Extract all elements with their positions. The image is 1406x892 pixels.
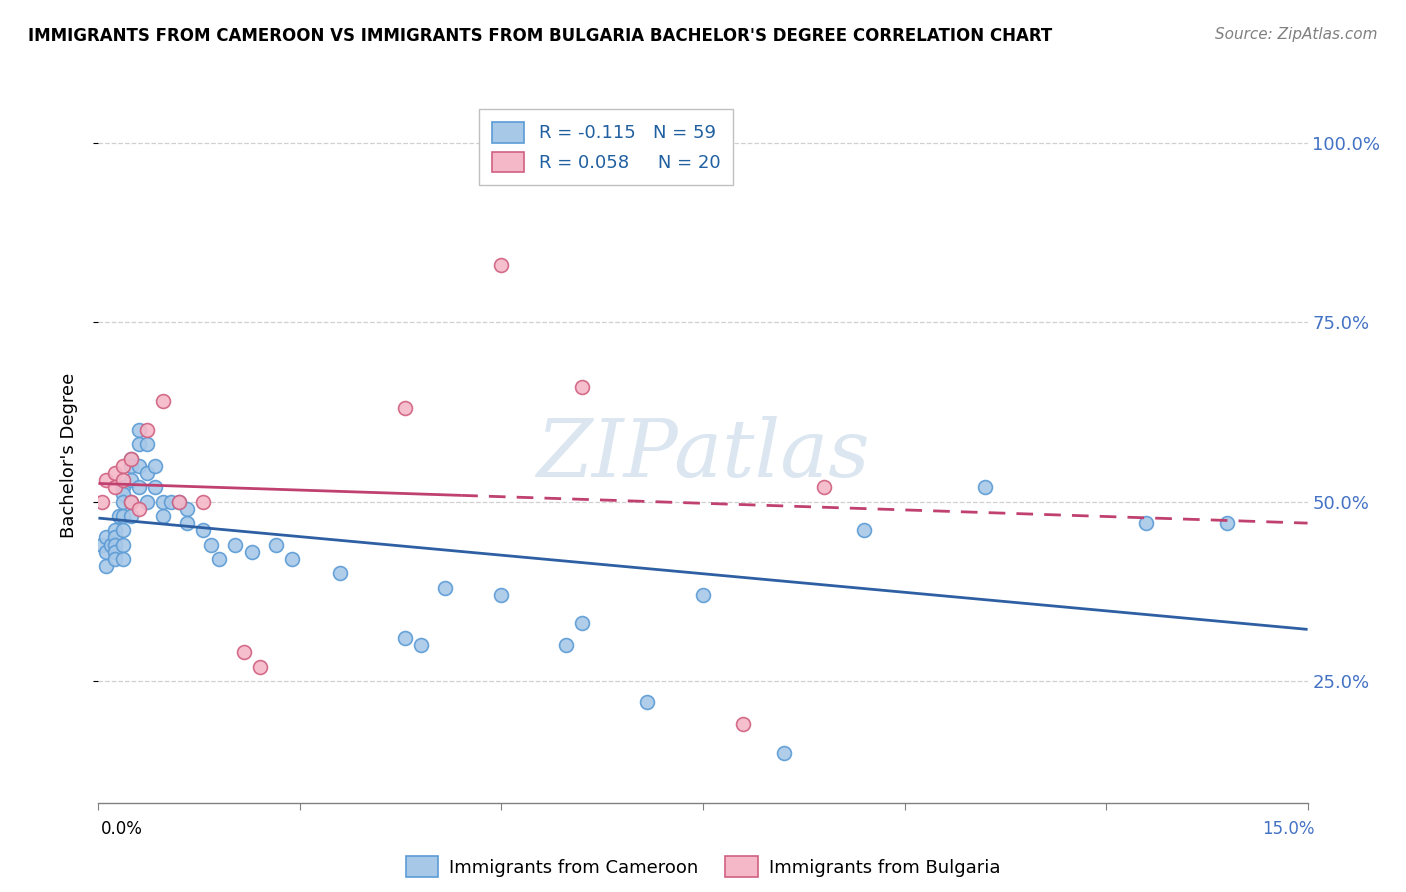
Point xyxy=(103,530,125,544)
Point xyxy=(103,545,125,559)
Point xyxy=(111,458,134,473)
Point xyxy=(555,638,578,652)
Point xyxy=(103,523,125,537)
Point xyxy=(813,480,835,494)
Point xyxy=(91,538,114,552)
Point xyxy=(152,494,174,508)
Point xyxy=(135,437,157,451)
Point xyxy=(120,451,142,466)
Point xyxy=(571,616,593,631)
Text: 15.0%: 15.0% xyxy=(1263,820,1315,838)
Point xyxy=(111,538,134,552)
Point xyxy=(128,437,150,451)
Point xyxy=(160,494,183,508)
Point xyxy=(974,480,997,494)
Point xyxy=(409,638,432,652)
Point xyxy=(103,466,125,480)
Point xyxy=(208,552,231,566)
Legend: Immigrants from Cameroon, Immigrants from Bulgaria: Immigrants from Cameroon, Immigrants fro… xyxy=(398,849,1008,884)
Point xyxy=(111,487,134,501)
Point xyxy=(1216,516,1239,530)
Point xyxy=(224,538,246,552)
Point xyxy=(120,508,142,523)
Point xyxy=(120,494,142,508)
Point xyxy=(120,451,142,466)
Point xyxy=(167,494,190,508)
Point xyxy=(96,559,118,574)
Point xyxy=(152,508,174,523)
Point xyxy=(96,473,118,487)
Point xyxy=(128,501,150,516)
Point xyxy=(281,552,304,566)
Text: ZIPatlas: ZIPatlas xyxy=(536,417,870,493)
Point xyxy=(193,494,215,508)
Point xyxy=(128,480,150,494)
Point xyxy=(128,423,150,437)
Point xyxy=(240,545,263,559)
Point xyxy=(91,494,114,508)
Point xyxy=(434,581,457,595)
Point xyxy=(176,516,198,530)
Point xyxy=(143,458,166,473)
Point xyxy=(103,480,125,494)
Point xyxy=(636,695,658,709)
Y-axis label: Bachelor's Degree: Bachelor's Degree xyxy=(59,372,77,538)
Point xyxy=(491,258,513,272)
Point xyxy=(96,530,118,544)
Point xyxy=(103,552,125,566)
Point xyxy=(167,494,190,508)
Point xyxy=(111,473,134,487)
Point xyxy=(135,494,157,508)
Point xyxy=(111,480,134,494)
Point xyxy=(249,659,271,673)
Point xyxy=(571,380,593,394)
Point xyxy=(692,588,714,602)
Point xyxy=(853,523,876,537)
Point xyxy=(329,566,352,581)
Point xyxy=(96,545,118,559)
Point xyxy=(111,552,134,566)
Point xyxy=(120,473,142,487)
Point xyxy=(135,423,157,437)
Point xyxy=(193,523,215,537)
Point xyxy=(111,523,134,537)
Point xyxy=(128,458,150,473)
Point xyxy=(120,458,142,473)
Point xyxy=(394,631,416,645)
Point xyxy=(103,538,125,552)
Point xyxy=(111,508,134,523)
Point xyxy=(176,501,198,516)
Point xyxy=(232,645,254,659)
Point xyxy=(1135,516,1157,530)
Point xyxy=(491,588,513,602)
Point xyxy=(107,508,129,523)
Point xyxy=(111,494,134,508)
Point xyxy=(394,401,416,416)
Point xyxy=(135,466,157,480)
Point xyxy=(152,394,174,409)
Point xyxy=(200,538,222,552)
Point xyxy=(733,717,755,731)
Point xyxy=(120,494,142,508)
Text: 0.0%: 0.0% xyxy=(101,820,143,838)
Text: IMMIGRANTS FROM CAMEROON VS IMMIGRANTS FROM BULGARIA BACHELOR'S DEGREE CORRELATI: IMMIGRANTS FROM CAMEROON VS IMMIGRANTS F… xyxy=(28,27,1052,45)
Point xyxy=(100,538,122,552)
Point xyxy=(143,480,166,494)
Point xyxy=(772,746,794,760)
Point xyxy=(264,538,287,552)
Text: Source: ZipAtlas.com: Source: ZipAtlas.com xyxy=(1215,27,1378,42)
